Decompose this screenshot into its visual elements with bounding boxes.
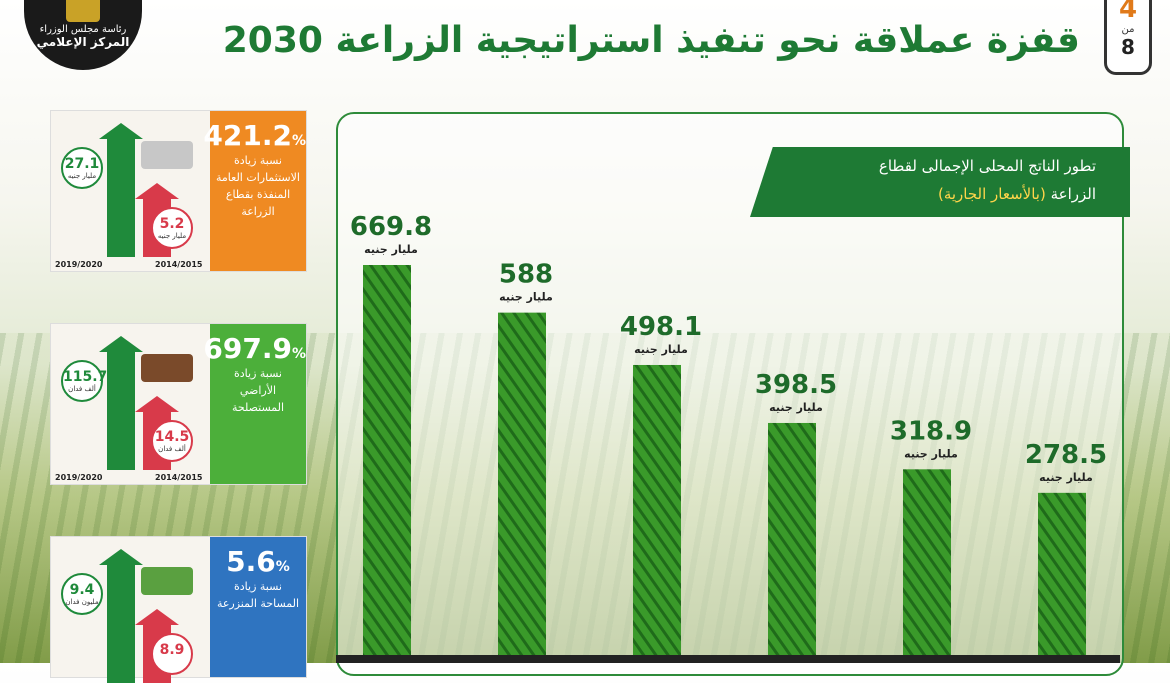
bar-3 xyxy=(768,422,816,655)
chart-title-line2: الزراعة (بالأسعار الجارية) xyxy=(937,185,1096,203)
logo-line1: رئاسة مجلس الوزراء xyxy=(39,24,127,35)
logo-line2: المركز الإعلامي xyxy=(36,35,130,49)
increase-arrow-green xyxy=(99,336,143,470)
new-year: 2019/2020 xyxy=(55,260,103,269)
new-year: 2019/2020 xyxy=(55,473,103,482)
bar-unit-label-3: مليار جنيه xyxy=(769,401,823,414)
chart-title-banner: تطور الناتج المحلى الإجمالى لقطاع الزراع… xyxy=(750,147,1130,217)
comparison-graphic: 27.1 مليار جنيه 5.2 مليار جنيه 2019/2020… xyxy=(51,111,210,271)
percent-value: 421.2% xyxy=(203,119,306,152)
new-value-circle: 115.7 ألف فدان xyxy=(61,360,107,402)
percent-value: 697.9% xyxy=(203,332,306,365)
percent-description: نسبة زيادة المساحة المنزرعة xyxy=(216,580,300,610)
comparison-graphic: 9.4 مليون فدان 8.9 xyxy=(51,537,210,683)
new-value-circle: 9.4 مليون فدان xyxy=(61,573,103,615)
bar-5 xyxy=(1038,492,1086,655)
page-title: قفزة عملاقة نحو تنفيذ استراتيجية الزراعة… xyxy=(222,20,1080,61)
side-card-cultivated-area: 9.4 مليون فدان 8.9 5.6% نسبة زيادة المسا… xyxy=(50,536,307,683)
crop-field-icon xyxy=(141,567,193,595)
page-indicator: 4 من 8 xyxy=(1104,0,1152,75)
side-card-investments: 27.1 مليار جنيه 5.2 مليار جنيه 2019/2020… xyxy=(50,110,307,272)
info-panel: 697.9% نسبة زيادة الأراضي المستصلحة xyxy=(203,324,306,484)
percent-value: 5.6% xyxy=(226,545,290,578)
new-value-circle: 27.1 مليار جنيه xyxy=(61,147,103,189)
percent-description: نسبة زيادة الاستثمارات العامة المنفذة بق… xyxy=(216,154,300,218)
old-year: 2014/2015 xyxy=(155,260,203,269)
page-total: 8 xyxy=(1121,35,1135,59)
tractor-field-icon xyxy=(141,354,193,382)
bar-value-label-1: 588 xyxy=(499,260,553,290)
bar-unit-label-0: مليار جنيه xyxy=(364,243,418,256)
old-year: 2014/2015 xyxy=(155,473,203,482)
bar-value-label-2: 498.1 xyxy=(620,312,702,342)
bar-unit-label-4: مليار جنيه xyxy=(904,447,958,460)
bar-unit-label-2: مليار جنيه xyxy=(634,343,688,356)
comparison-graphic: 115.7 ألف فدان 14.5 ألف فدان 2019/2020 2… xyxy=(51,324,210,484)
bar-4 xyxy=(903,469,951,655)
old-value-circle: 14.5 ألف فدان xyxy=(151,420,193,462)
info-panel: 5.6% نسبة زيادة المساحة المنزرعة xyxy=(210,537,306,677)
bar-value-label-5: 278.5 xyxy=(1025,440,1107,470)
chart-baseline xyxy=(336,655,1120,663)
old-value-circle: 5.2 مليار جنيه xyxy=(151,207,193,249)
chart-title-line1: تطور الناتج المحلى الإجمالى لقطاع xyxy=(878,157,1096,175)
info-panel: 421.2% نسبة زيادة الاستثمارات العامة الم… xyxy=(203,111,306,271)
bar-0 xyxy=(363,265,411,655)
eagle-emblem-icon xyxy=(66,0,100,22)
bar-unit-label-5: مليار جنيه xyxy=(1039,471,1093,484)
page-current: 4 xyxy=(1118,0,1138,24)
bar-value-label-0: 669.8 xyxy=(350,212,432,242)
bar-value-label-4: 318.9 xyxy=(890,416,972,446)
percent-description: نسبة زيادة الأراضي المستصلحة xyxy=(231,367,285,414)
money-stack-icon xyxy=(141,141,193,169)
bar-value-label-3: 398.5 xyxy=(755,370,837,400)
bar-unit-label-1: مليار جنيه xyxy=(499,291,553,304)
page-of-label: من xyxy=(1121,24,1135,35)
side-card-reclaimed-land: 115.7 ألف فدان 14.5 ألف فدان 2019/2020 2… xyxy=(50,323,307,485)
bar-2 xyxy=(633,364,681,655)
increase-arrow-green xyxy=(99,123,143,257)
bar-1 xyxy=(498,312,546,655)
